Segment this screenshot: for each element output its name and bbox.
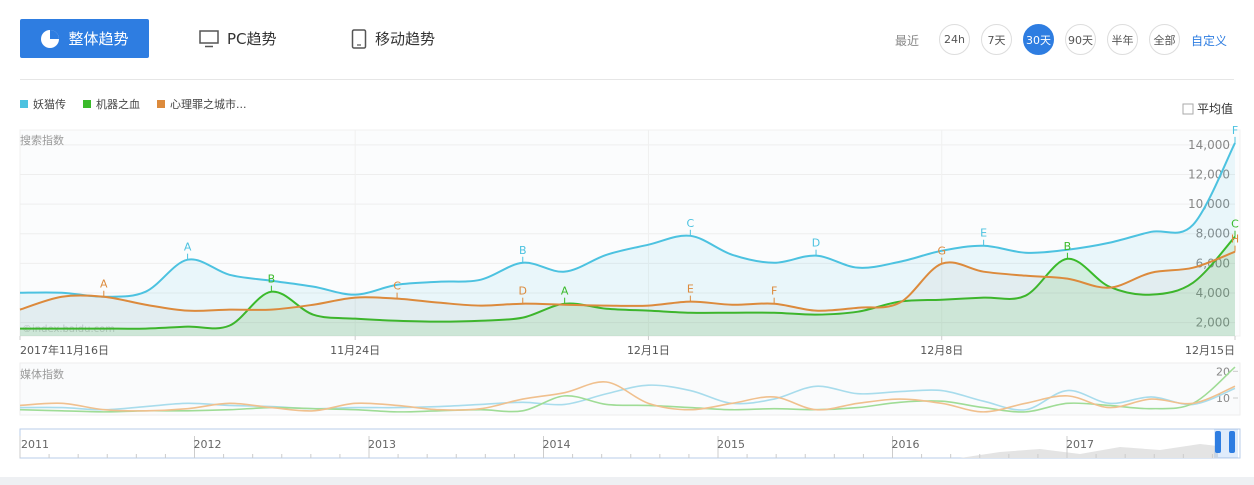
- annotation-label: B: [519, 244, 527, 257]
- tab-label: 移动趋势: [375, 30, 436, 48]
- annotation-label: A: [100, 278, 108, 291]
- chart: 妖猫传机器之血心理罪之城市...平均值2,0004,0006,0008,0001…: [19, 97, 1241, 459]
- range-option[interactable]: 90天: [1065, 24, 1096, 55]
- range-option[interactable]: 全部: [1149, 24, 1180, 55]
- average-label: 平均值: [1197, 101, 1233, 116]
- annotation-label: D: [812, 237, 820, 250]
- timeline-year: 2017: [1066, 438, 1094, 451]
- timeline-handle[interactable]: [1215, 431, 1221, 453]
- legend-swatch: [83, 100, 91, 108]
- line: [20, 236, 1236, 330]
- timeline-year: 2011: [21, 438, 49, 451]
- x-tick-label: 11月24日: [330, 344, 380, 357]
- annotation-label: F: [1232, 124, 1238, 137]
- annotation-label: E: [687, 283, 694, 296]
- range-option[interactable]: 半年: [1107, 24, 1138, 55]
- pc-icon: [199, 29, 219, 47]
- separator: [20, 79, 1234, 80]
- legend-label: 机器之血: [96, 97, 140, 111]
- legend-swatch: [157, 100, 165, 108]
- timeline-year: 2015: [717, 438, 745, 451]
- x-tick-label: 12月15日: [1185, 344, 1235, 357]
- plot-bg: [19, 129, 1241, 337]
- timeline-handle[interactable]: [1229, 431, 1235, 453]
- line: [19, 250, 1236, 312]
- y-tick-label: 2,000: [1196, 316, 1230, 330]
- tab-mobile[interactable]: 移动趋势: [351, 19, 435, 58]
- area: [20, 251, 1235, 336]
- x-tick-label: 12月8日: [920, 344, 963, 357]
- mobile-icon: [351, 28, 367, 49]
- annotation-label: A: [184, 241, 192, 254]
- line: [19, 384, 1236, 411]
- range-label: 最近: [895, 34, 920, 48]
- custom-range[interactable]: 自定义: [1191, 34, 1228, 48]
- legend-swatch: [20, 100, 28, 108]
- timeline-year: 2014: [543, 438, 571, 451]
- range-option[interactable]: 24h: [939, 24, 970, 55]
- line: [19, 142, 1236, 298]
- legend-label: 心理罪之城市...: [170, 97, 247, 111]
- range-option[interactable]: 30天: [1023, 24, 1054, 55]
- line: [19, 381, 1236, 413]
- legend-label: 妖猫传: [33, 97, 66, 111]
- timeline-year: 2016: [892, 438, 920, 451]
- pie-icon: [41, 29, 60, 48]
- annotation-label: E: [980, 227, 987, 240]
- y-tick-label: 10,000: [1188, 197, 1230, 211]
- annotation-label: B: [268, 273, 276, 286]
- average-checkbox[interactable]: [1182, 103, 1194, 115]
- footer-band: [0, 477, 1254, 485]
- timeline-year: 2013: [368, 438, 396, 451]
- y-tick-label: 4,000: [1196, 286, 1230, 300]
- range-option[interactable]: 7天: [981, 24, 1012, 55]
- annotation-label: H: [1231, 233, 1239, 246]
- tab-label: 整体趋势: [68, 30, 129, 48]
- annotation-label: F: [771, 285, 777, 298]
- y-tick-label: 8,000: [1196, 227, 1230, 241]
- tab-label: PC趋势: [227, 30, 277, 48]
- tab-pc[interactable]: PC趋势: [199, 19, 277, 58]
- timeline-year: 2012: [194, 438, 222, 451]
- y-axis-label: 搜索指数: [20, 133, 64, 147]
- tab-overall[interactable]: 整体趋势: [20, 19, 149, 58]
- annotation-label: G: [937, 245, 946, 258]
- annotation-label: D: [519, 285, 527, 298]
- y-tick-label: 14,000: [1188, 138, 1230, 152]
- annotation-label: C: [1231, 218, 1239, 231]
- media-label: 媒体指数: [20, 367, 64, 381]
- line: [19, 366, 1236, 413]
- area: [20, 142, 1235, 336]
- annotation-label: A: [561, 285, 569, 298]
- annotation-label: B: [1064, 240, 1072, 253]
- x-tick-label: 12月1日: [627, 344, 670, 357]
- area: [20, 236, 1235, 336]
- annotation-label: C: [687, 217, 695, 230]
- media-y-tick-label: 20: [1216, 365, 1230, 378]
- timeline-sparkline: [960, 444, 1218, 458]
- annotation-label: C: [393, 280, 401, 293]
- x-tick-label: 2017年11月16日: [20, 343, 109, 357]
